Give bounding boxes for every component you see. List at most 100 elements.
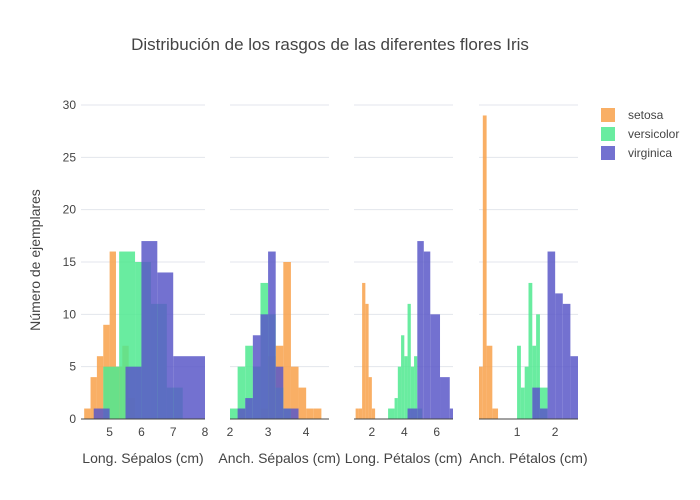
bar-virginica-4[interactable] xyxy=(532,387,540,419)
bar-versicolor-3[interactable] xyxy=(414,356,418,419)
bar-virginica-1[interactable] xyxy=(141,241,158,419)
bar-setosa-2[interactable] xyxy=(298,387,307,419)
bar-setosa-4[interactable] xyxy=(479,366,483,419)
bar-versicolor-2[interactable] xyxy=(237,366,246,419)
bar-setosa-3[interactable] xyxy=(368,377,372,419)
bar-setosa-3[interactable] xyxy=(365,303,369,419)
bar-setosa-1[interactable] xyxy=(84,408,91,419)
bar-layer xyxy=(84,115,578,419)
bar-setosa-2[interactable] xyxy=(283,262,291,419)
bar-virginica-1[interactable] xyxy=(157,272,174,419)
x-axis-title-anch-petalos-cm: Anch. Pétalos (cm) xyxy=(469,450,587,466)
bar-versicolor-3[interactable] xyxy=(407,303,411,419)
bar-virginica-3[interactable] xyxy=(407,408,418,419)
x-tick-label-3: 6 xyxy=(433,425,440,439)
bar-virginica-3[interactable] xyxy=(440,377,450,419)
x-tick-label-2: 4 xyxy=(303,425,310,439)
y-tick-label-30: 30 xyxy=(63,98,77,112)
legend-label-versicolor: versicolor xyxy=(628,127,679,141)
bar-setosa-2[interactable] xyxy=(290,366,299,419)
x-axis-title-anch-sepalos-cm: Anch. Sépalos (cm) xyxy=(218,450,340,466)
y-axis-title: Número de ejemplares xyxy=(27,189,43,331)
bar-virginica-4[interactable] xyxy=(570,356,578,419)
bar-setosa-1[interactable] xyxy=(109,251,116,419)
x-tick-label-1: 7 xyxy=(170,425,177,439)
bar-versicolor-2[interactable] xyxy=(245,345,253,419)
bar-virginica-2[interactable] xyxy=(237,408,246,419)
x-tick-label-3: 2 xyxy=(369,425,376,439)
x-tick-label-1: 5 xyxy=(106,425,113,439)
bar-versicolor-4[interactable] xyxy=(528,282,533,419)
bar-virginica-3[interactable] xyxy=(430,314,441,419)
bar-setosa-3[interactable] xyxy=(358,408,363,419)
bar-versicolor-3[interactable] xyxy=(394,398,398,419)
legend-label-virginica: virginica xyxy=(628,146,672,160)
legend-label-setosa: setosa xyxy=(628,108,664,122)
bar-virginica-1[interactable] xyxy=(125,366,142,419)
bar-setosa-4[interactable] xyxy=(486,345,493,419)
y-tick-label-25: 25 xyxy=(63,150,77,164)
bar-virginica-4[interactable] xyxy=(562,303,571,419)
bar-setosa-3[interactable] xyxy=(371,408,376,419)
bar-virginica-2[interactable] xyxy=(260,314,269,419)
bar-setosa-2[interactable] xyxy=(313,408,322,419)
legend-item-setosa[interactable]: setosa xyxy=(601,108,664,122)
bar-virginica-3[interactable] xyxy=(423,251,431,419)
bar-versicolor-3[interactable] xyxy=(404,356,408,419)
x-tick-label-1: 6 xyxy=(138,425,145,439)
x-tick-label-2: 3 xyxy=(265,425,272,439)
x-axis-title-long-sepalos-cm: Long. Sépalos (cm) xyxy=(82,450,203,466)
y-tick-label-5: 5 xyxy=(69,360,76,374)
bar-virginica-2[interactable] xyxy=(283,408,291,419)
bar-versicolor-4[interactable] xyxy=(517,345,521,419)
x-tick-label-4: 2 xyxy=(552,425,559,439)
x-tick-label-3: 4 xyxy=(401,425,408,439)
bar-setosa-1[interactable] xyxy=(90,377,97,419)
chart-title: Distribución de los rasgos de las difere… xyxy=(131,35,529,54)
bar-virginica-2[interactable] xyxy=(268,251,276,419)
bar-versicolor-2[interactable] xyxy=(230,408,238,419)
x-axis-title-long-petalos-cm: Long. Pétalos (cm) xyxy=(345,450,463,466)
bar-virginica-1[interactable] xyxy=(93,408,110,419)
legend-swatch-virginica xyxy=(601,146,615,160)
bar-versicolor-3[interactable] xyxy=(388,408,395,419)
bar-versicolor-3[interactable] xyxy=(397,366,402,419)
bar-versicolor-4[interactable] xyxy=(532,345,537,419)
legend-swatch-versicolor xyxy=(601,127,615,141)
bar-versicolor-4[interactable] xyxy=(536,314,540,419)
bar-virginica-2[interactable] xyxy=(290,408,299,419)
y-tick-label-10: 10 xyxy=(63,307,77,321)
bar-virginica-4[interactable] xyxy=(555,293,563,419)
bar-virginica-2[interactable] xyxy=(275,366,284,419)
x-tick-label-2: 2 xyxy=(227,425,234,439)
bar-setosa-4[interactable] xyxy=(492,408,499,419)
bar-virginica-4[interactable] xyxy=(539,408,548,419)
y-tick-label-20: 20 xyxy=(63,203,77,217)
bar-versicolor-4[interactable] xyxy=(520,387,525,419)
legend-item-virginica[interactable]: virginica xyxy=(601,146,672,160)
legend-swatch-setosa xyxy=(601,108,615,122)
bar-virginica-3[interactable] xyxy=(449,408,453,419)
y-tick-label-15: 15 xyxy=(63,255,77,269)
y-tick-label-0: 0 xyxy=(69,412,76,426)
bar-versicolor-4[interactable] xyxy=(539,387,548,419)
bar-setosa-4[interactable] xyxy=(482,115,487,419)
bar-versicolor-3[interactable] xyxy=(410,366,415,419)
bar-virginica-4[interactable] xyxy=(547,251,556,419)
x-tick-label-4: 1 xyxy=(514,425,521,439)
bar-setosa-1[interactable] xyxy=(96,356,104,419)
bar-virginica-2[interactable] xyxy=(252,335,261,419)
bar-versicolor-4[interactable] xyxy=(524,366,529,419)
bar-versicolor-1[interactable] xyxy=(103,366,120,419)
bar-setosa-3[interactable] xyxy=(355,408,359,419)
legend: setosa versicolor virginica xyxy=(601,108,679,160)
legend-item-versicolor[interactable]: versicolor xyxy=(601,127,679,141)
bar-virginica-1[interactable] xyxy=(173,356,205,419)
bar-virginica-2[interactable] xyxy=(245,398,253,419)
x-tick-label-1: 8 xyxy=(202,425,209,439)
bar-virginica-3[interactable] xyxy=(417,241,424,419)
bar-setosa-3[interactable] xyxy=(362,282,366,419)
bar-versicolor-3[interactable] xyxy=(401,335,405,419)
bar-setosa-2[interactable] xyxy=(306,408,314,419)
